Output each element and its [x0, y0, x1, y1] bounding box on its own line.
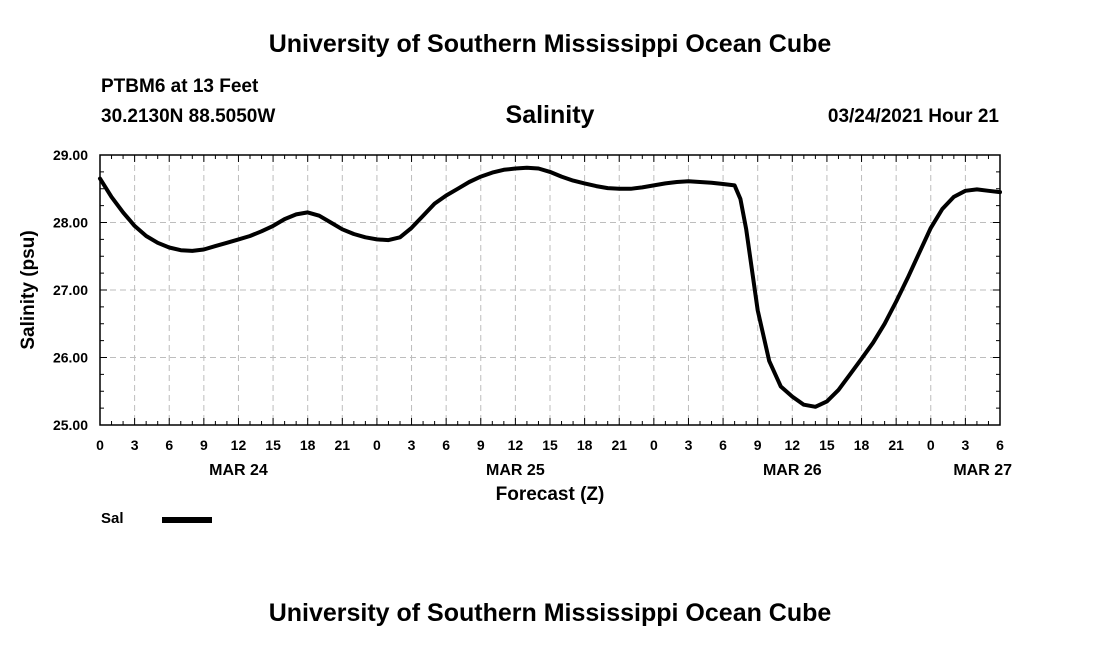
x-tick-label: 18	[577, 437, 593, 453]
x-tick-label: 21	[611, 437, 627, 453]
footer-title: University of Southern Mississippi Ocean…	[268, 599, 832, 627]
chart-title: Salinity	[505, 101, 595, 129]
legend-label-sal: Sal	[101, 510, 124, 527]
x-tick-label: 12	[231, 437, 247, 453]
x-day-label: MAR 27	[953, 462, 1012, 479]
x-tick-label: 0	[650, 437, 658, 453]
x-tick-label: 15	[542, 437, 558, 453]
station-label: PTBM6 at 13 Feet	[101, 76, 259, 97]
x-day-label: MAR 24	[209, 462, 268, 479]
x-tick-label: 15	[819, 437, 835, 453]
y-tick-label: 27.00	[53, 282, 88, 298]
x-tick-label: 0	[927, 437, 935, 453]
x-tick-label: 12	[508, 437, 524, 453]
y-axis-label: Salinity (psu)	[18, 230, 39, 349]
x-tick-label: 9	[754, 437, 762, 453]
coordinates-label: 30.2130N 88.5050W	[101, 106, 276, 127]
x-tick-label: 15	[265, 437, 281, 453]
x-tick-label: 6	[165, 437, 173, 453]
x-tick-label: 12	[785, 437, 801, 453]
report-title: University of Southern Mississippi Ocean…	[268, 30, 832, 58]
x-day-label: MAR 25	[486, 462, 545, 479]
x-tick-label: 21	[888, 437, 904, 453]
x-tick-label: 21	[335, 437, 351, 453]
x-tick-label: 3	[685, 437, 693, 453]
x-tick-label: 6	[442, 437, 450, 453]
legend-swatch-sal	[162, 517, 212, 523]
x-tick-label: 3	[961, 437, 969, 453]
x-axis-label: Forecast (Z)	[496, 484, 605, 505]
grid-lines	[100, 155, 1000, 425]
x-tick-label: 9	[477, 437, 485, 453]
x-tick-label: 9	[200, 437, 208, 453]
x-tick-label: 3	[408, 437, 416, 453]
timestamp-label: 03/24/2021 Hour 21	[827, 106, 999, 127]
series-line-sal	[98, 165, 1002, 409]
x-tick-label: 0	[96, 437, 104, 453]
plot-frame	[99, 154, 1001, 426]
x-day-label: MAR 26	[763, 462, 822, 479]
x-tick-label: 6	[719, 437, 727, 453]
x-tick-label: 18	[300, 437, 316, 453]
y-tick-label: 26.00	[53, 350, 88, 366]
x-tick-label: 3	[131, 437, 139, 453]
y-tick-label: 29.00	[53, 147, 88, 163]
x-tick-label: 18	[854, 437, 870, 453]
y-tick-label: 28.00	[53, 215, 88, 231]
x-tick-label: 0	[373, 437, 381, 453]
y-tick-label: 25.00	[53, 417, 88, 433]
x-tick-label: 6	[996, 437, 1004, 453]
